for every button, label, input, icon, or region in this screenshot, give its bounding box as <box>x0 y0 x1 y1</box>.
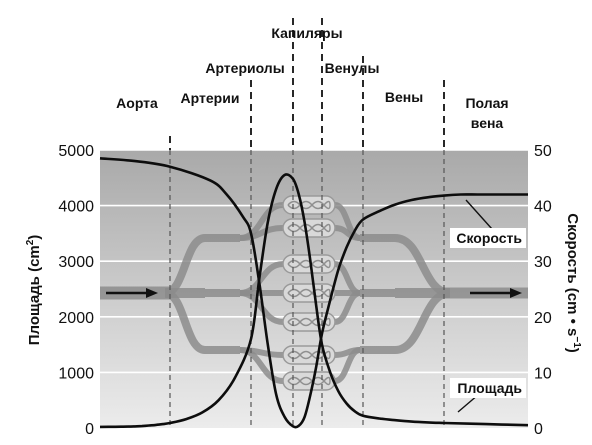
left-tick-label: 3000 <box>58 254 94 271</box>
left-axis-ticks: 0 1000 2000 3000 4000 5000 <box>58 143 94 438</box>
segment-label-7: вена <box>471 115 504 131</box>
left-tick-label: 4000 <box>58 199 94 216</box>
series-label-leader <box>465 199 493 230</box>
series-line-скорость <box>99 157 528 429</box>
right-tick-label: 0 <box>534 421 543 438</box>
series-lines <box>99 157 529 429</box>
flow-arrow-head <box>510 288 522 298</box>
vessel-branch <box>394 289 451 354</box>
left-tick-label: 2000 <box>58 310 94 327</box>
vessel-branch <box>334 347 361 384</box>
capillary-mesh <box>287 376 331 386</box>
series-label-площадь: Площадь <box>457 380 522 396</box>
segment-label-6: Вены <box>385 89 423 105</box>
left-tick-label: 5000 <box>58 143 94 160</box>
segment-label-5: Венулы <box>325 60 380 76</box>
right-axis-label: Скорость (cm • s−1) <box>564 213 582 353</box>
capillary-bed <box>282 312 336 332</box>
vessel-branch <box>239 347 284 384</box>
segment-label-1: Аорта <box>116 95 158 111</box>
left-tick-label: 1000 <box>58 365 94 382</box>
segment-label-4: Капиляры <box>271 25 342 41</box>
series-label-bg <box>450 228 526 248</box>
segment-label-7: Полая <box>465 95 508 111</box>
left-tick-label: 0 <box>85 421 94 438</box>
capillary-mesh <box>287 350 331 360</box>
capillary-bed <box>282 195 336 215</box>
segment-labels: Аорта Артерии Артериолы Капиляры Венулы Вены П… <box>116 25 508 131</box>
series-labels: Площадь Скорость <box>450 199 526 413</box>
right-tick-label: 50 <box>534 143 552 160</box>
right-axis-ticks: 0 10 20 30 40 50 <box>534 143 552 438</box>
vessel-branch <box>334 290 361 325</box>
segment-label-3: Артериолы <box>205 60 284 76</box>
capillary-mesh <box>287 200 331 210</box>
series-line-площадь <box>99 173 529 429</box>
right-tick-label: 10 <box>534 365 552 382</box>
capillary-bed <box>282 283 336 303</box>
vessel-branch <box>334 225 361 241</box>
left-axis-label: Площадь (cm2) <box>25 235 43 346</box>
capillary-mesh <box>287 223 331 233</box>
flow-arrow-head <box>146 288 158 298</box>
capillary-bed <box>282 218 336 238</box>
series-label-скорость: Скорость <box>456 230 522 246</box>
capillary-mesh <box>287 317 331 327</box>
right-tick-label: 40 <box>534 199 552 216</box>
series-label-bg <box>450 378 526 398</box>
capillary-bed <box>282 371 336 391</box>
vessel-branch <box>239 225 284 241</box>
capillary-mesh <box>287 288 331 298</box>
right-tick-label: 20 <box>534 310 552 327</box>
right-tick-label: 30 <box>534 254 552 271</box>
segment-label-2: Артерии <box>181 90 240 106</box>
flow-arrows <box>106 288 522 298</box>
